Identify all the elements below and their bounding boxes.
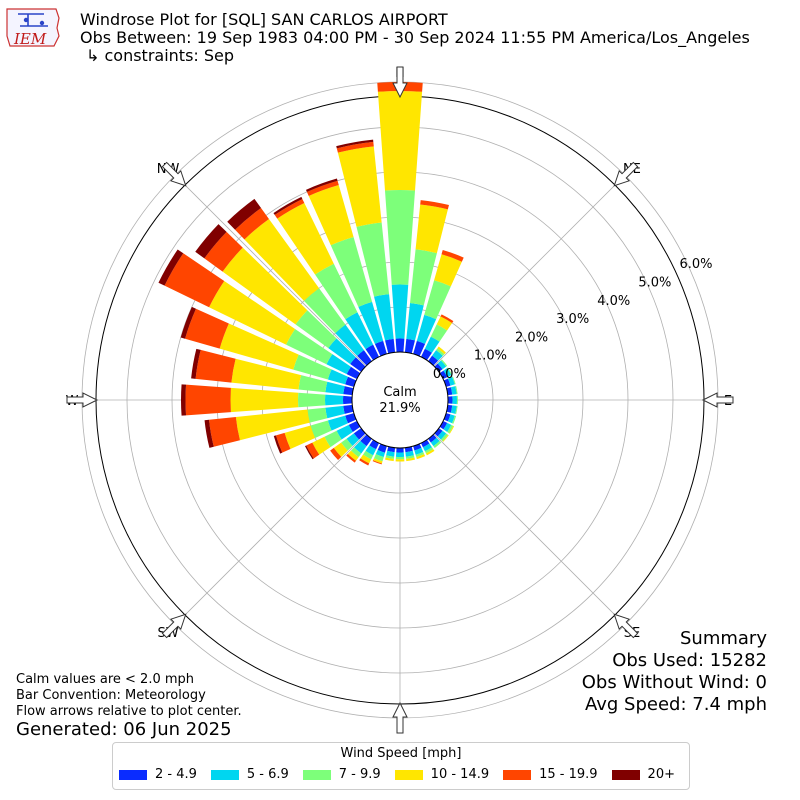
legend-item-2: 7 - 9.9 xyxy=(303,767,381,782)
bar-dir90-bin0 xyxy=(448,396,453,404)
bar-dir270-bin5 xyxy=(181,384,186,415)
radial-tick-label-0: 0.0% xyxy=(433,367,466,382)
summary-obs-used: Obs Used: 15282 xyxy=(612,650,767,672)
bar-dir180-bin2 xyxy=(396,457,404,459)
bar-dir180-bin1 xyxy=(396,452,404,457)
bar-dir90-bin1 xyxy=(452,396,457,404)
legend-label-2: 7 - 9.9 xyxy=(339,767,381,782)
legend-swatch-0 xyxy=(119,770,147,780)
legend: Wind Speed [mph] 2 - 4.9 5 - 6.9 7 - 9.9 10… xyxy=(112,742,690,790)
note-flow-arrows: Flow arrows relative to plot center. xyxy=(16,704,242,720)
legend-swatch-4 xyxy=(503,770,531,780)
legend-swatch-5 xyxy=(612,770,640,780)
radial-tick-label-3: 3.0% xyxy=(556,312,589,327)
bar-dir270-bin4 xyxy=(186,385,231,416)
bar-dir180-bin0 xyxy=(396,448,404,453)
legend-items: 2 - 4.9 5 - 6.9 7 - 9.9 10 - 14.9 15 - 19.9 2… xyxy=(119,767,689,782)
radial-tick-label-6: 6.0% xyxy=(679,257,712,272)
summary-obs-without-wind: Obs Without Wind: 0 xyxy=(582,672,767,694)
radial-tick-label-4: 4.0% xyxy=(597,294,630,309)
note-calm: Calm values are < 2.0 mph xyxy=(16,672,194,688)
bar-dir0-bin3 xyxy=(378,91,422,191)
legend-label-3: 10 - 14.9 xyxy=(431,767,489,782)
legend-item-1: 5 - 6.9 xyxy=(211,767,289,782)
bar-dir270-bin1 xyxy=(325,395,343,406)
legend-swatch-3 xyxy=(395,770,423,780)
legend-label-1: 5 - 6.9 xyxy=(247,767,289,782)
legend-item-3: 10 - 14.9 xyxy=(395,767,489,782)
summary-avg-speed: Avg Speed: 7.4 mph xyxy=(585,694,767,716)
bar-dir270-bin0 xyxy=(343,396,352,404)
radial-tick-label-2: 2.0% xyxy=(515,330,548,345)
legend-item-4: 15 - 19.9 xyxy=(503,767,597,782)
calm-label: Calm xyxy=(383,385,416,400)
legend-label-4: 15 - 19.9 xyxy=(539,767,597,782)
legend-swatch-1 xyxy=(211,770,239,780)
legend-label-5: 20+ xyxy=(648,767,675,782)
note-bar-convention: Bar Convention: Meteorology xyxy=(16,688,206,704)
bar-dir0-bin0 xyxy=(396,338,405,352)
legend-item-5: 20+ xyxy=(612,767,675,782)
bar-dir270-bin2 xyxy=(298,393,325,408)
calm-value: 21.9% xyxy=(379,401,420,416)
legend-swatch-2 xyxy=(303,770,331,780)
generated-date: Generated: 06 Jun 2025 xyxy=(16,719,232,740)
bar-dir90-bin2 xyxy=(457,396,458,404)
summary-heading: Summary xyxy=(680,628,767,650)
legend-label-0: 2 - 4.9 xyxy=(155,767,197,782)
radial-tick-label-1: 1.0% xyxy=(474,349,507,364)
radial-tick-label-5: 5.0% xyxy=(638,276,671,291)
legend-title: Wind Speed [mph] xyxy=(113,746,689,761)
legend-item-0: 2 - 4.9 xyxy=(119,767,197,782)
bar-dir180-bin3 xyxy=(396,459,405,461)
